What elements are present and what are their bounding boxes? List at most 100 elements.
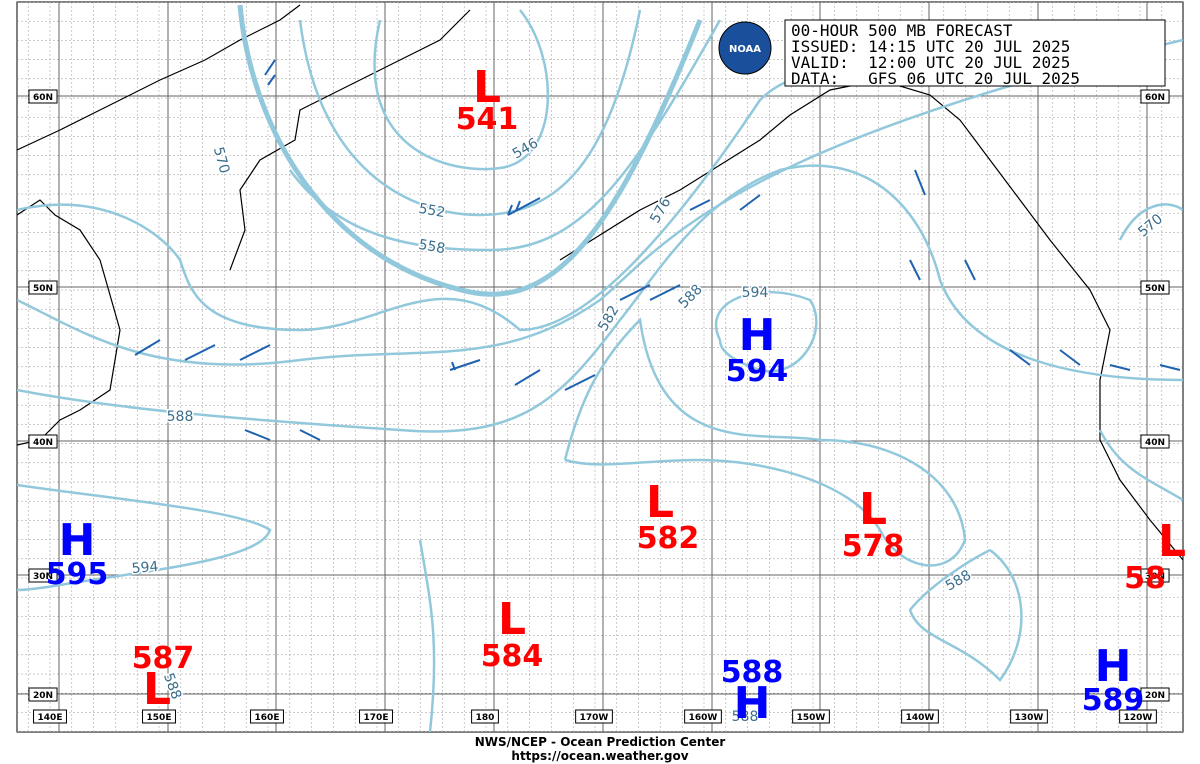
center-value: 587 (132, 641, 195, 676)
label-box (792, 709, 830, 724)
lon-label: 160W (689, 713, 718, 723)
center-value: 578 (842, 529, 905, 564)
contour (373, 9, 550, 171)
contour-label: 594 (742, 285, 769, 301)
center-letter: L (1158, 516, 1186, 567)
center-value: 594 (726, 354, 789, 389)
center-value: 584 (481, 639, 544, 674)
footer: NWS/NCEP - Ocean Prediction Centerhttps:… (475, 735, 726, 763)
header-line: ISSUED: 14:15 UTC 20 JUL 2025 (791, 37, 1070, 56)
map-frame (16, 1, 1184, 733)
contour-label: 552 (417, 201, 446, 221)
header-box (784, 19, 1166, 87)
logo-text: NOAA (729, 44, 761, 55)
label-box (28, 568, 58, 583)
header-line: DATA: GFS 06 UTC 20 JUL 2025 (791, 69, 1080, 88)
lat-label: 40N (1145, 438, 1165, 448)
header-line: VALID: 12:00 UTC 20 JUL 2025 (791, 53, 1070, 72)
center-letter: H (739, 310, 776, 361)
lon-label: 170W (580, 713, 609, 723)
grid (17, 2, 1183, 732)
label-box (28, 687, 58, 702)
lat-label: 40N (33, 438, 53, 448)
header-line: 00-HOUR 500 MB FORECAST (791, 21, 1013, 40)
contour (563, 317, 967, 567)
lat-label: 50N (33, 284, 53, 294)
footer-line: NWS/NCEP - Ocean Prediction Center (475, 735, 726, 749)
label-box (1140, 687, 1170, 702)
center-letter: H (59, 515, 96, 566)
center-value: 589 (1082, 683, 1145, 718)
center-letter: H (734, 678, 771, 729)
footer-line: https://ocean.weather.gov (511, 749, 688, 763)
contour (418, 203, 1183, 732)
lon-label: 120W (1124, 713, 1153, 723)
height-contours (17, 4, 1183, 732)
lat-label: 30N (1145, 572, 1165, 582)
label-box (142, 709, 176, 724)
label-box (684, 709, 722, 724)
lon-label: 160E (255, 713, 280, 723)
center-letter: L (498, 594, 526, 645)
label-box (471, 709, 499, 724)
contour-label: 558 (417, 237, 446, 257)
label-box (28, 434, 58, 449)
lon-label: 170E (364, 713, 389, 723)
lat-label: 60N (1145, 93, 1165, 103)
contour-thick (237, 4, 703, 297)
label-box (28, 280, 58, 295)
contour (288, 19, 722, 252)
lon-label: 140W (906, 713, 935, 723)
contour-label: 594 (131, 559, 159, 577)
contour (298, 9, 642, 217)
label-box (33, 709, 67, 724)
label-box (1140, 434, 1170, 449)
lat-label: 50N (1145, 284, 1165, 294)
lon-label: 180 (476, 713, 495, 723)
lon-label: 140E (38, 713, 63, 723)
wind-barbs (134, 59, 1181, 441)
contour-label: 588 (167, 409, 194, 425)
center-letter: L (859, 484, 887, 535)
contour (17, 38, 1183, 366)
lon-label: 150W (797, 713, 826, 723)
label-box (901, 709, 939, 724)
contour-label: 588 (732, 709, 759, 725)
lat-label: 20N (33, 691, 53, 701)
lat-label: 30N (33, 572, 53, 582)
coastlines (17, 4, 1183, 561)
label-box (1140, 280, 1170, 295)
center-letter: L (473, 62, 501, 113)
center-letter: L (143, 664, 171, 715)
center-value: 595 (46, 557, 109, 592)
center-value: 58 (1124, 561, 1166, 596)
lon-label: 130W (1015, 713, 1044, 723)
center-value: 582 (637, 521, 700, 556)
label-box (575, 709, 613, 724)
label-box (28, 89, 58, 104)
barb (134, 59, 1181, 441)
america-coast (559, 79, 1183, 561)
lat-label: 20N (1145, 691, 1165, 701)
lon-label: 150E (147, 713, 172, 723)
kamchatka (229, 9, 471, 271)
label-box (1010, 709, 1048, 724)
label-box (1140, 89, 1170, 104)
label-box (359, 709, 393, 724)
label-box (1140, 568, 1170, 583)
lat-label: 60N (33, 93, 53, 103)
contour (17, 73, 881, 332)
center-letter: L (646, 477, 674, 528)
label-box (250, 709, 284, 724)
center-letter: H (1095, 641, 1132, 692)
center-value: 588 (721, 655, 784, 690)
noaa-logo (718, 21, 772, 75)
contour-594 (714, 291, 818, 373)
asia-coast (17, 4, 301, 446)
contour (17, 164, 1183, 433)
center-value: 541 (456, 102, 519, 137)
label-box (1119, 709, 1157, 724)
contour (17, 483, 272, 592)
